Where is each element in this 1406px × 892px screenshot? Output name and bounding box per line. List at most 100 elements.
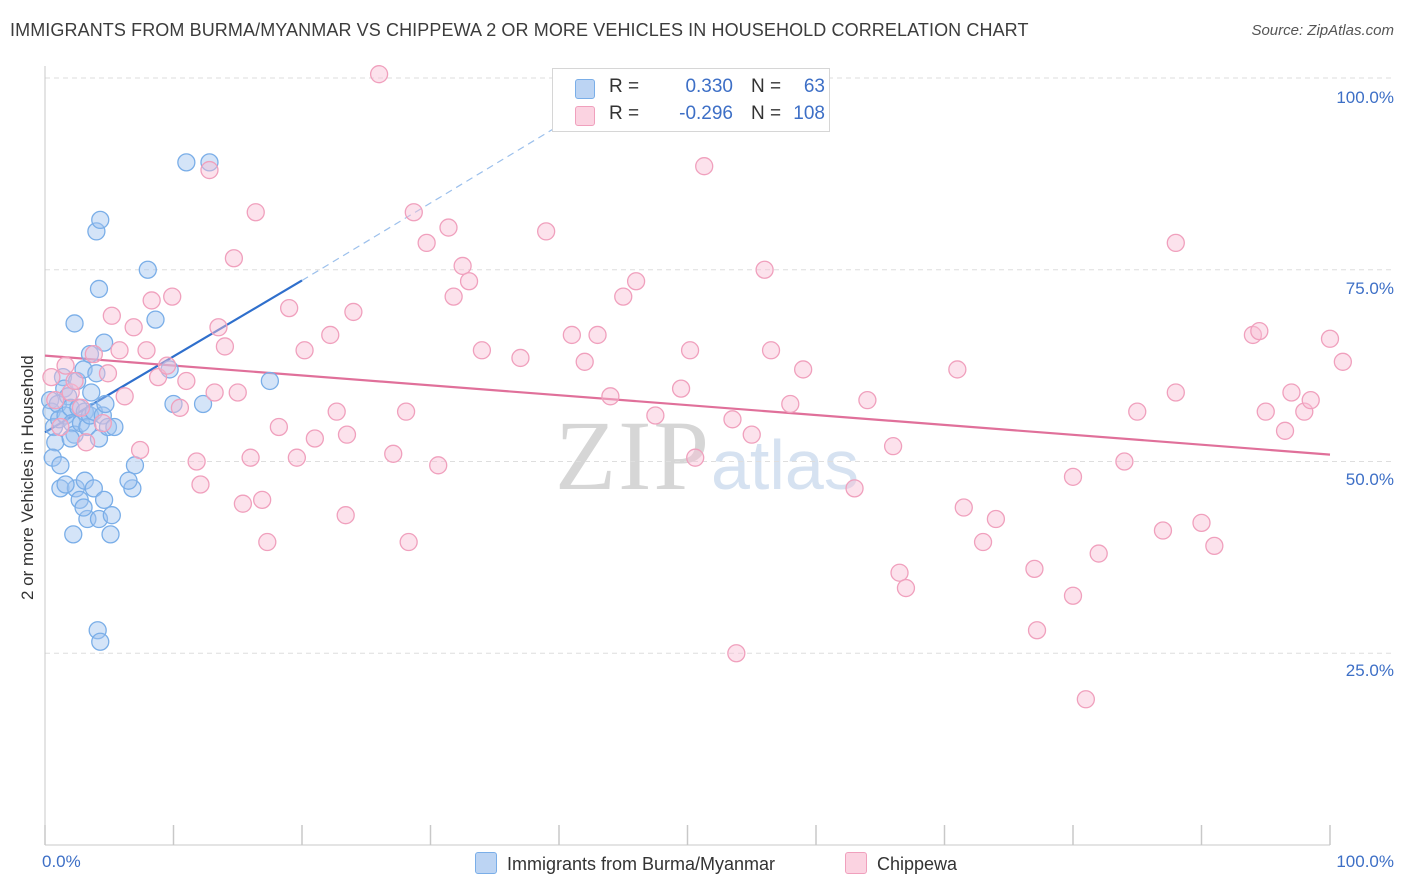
chippewa-data-point <box>61 383 80 402</box>
chippewa-data-point <box>1166 383 1185 402</box>
burma-data-point <box>91 632 110 651</box>
chippewa-data-point <box>695 157 714 176</box>
chippewa-data-point <box>84 344 103 364</box>
burma-data-point <box>61 398 80 417</box>
chippewa-data-point <box>42 367 61 387</box>
burma-data-point <box>87 222 106 241</box>
chippewa-data-point <box>417 233 436 253</box>
chippewa-data-point <box>269 417 289 437</box>
chippewa-data-point <box>396 402 416 421</box>
chippewa-data-point <box>337 425 357 444</box>
y-tick-label: 75.0% <box>1345 279 1394 298</box>
chippewa-data-point <box>56 356 75 375</box>
burma-data-point <box>88 621 107 640</box>
x-tick-label: 0.0% <box>42 852 81 871</box>
chippewa-data-point <box>680 341 700 360</box>
chippewa-data-point <box>215 337 235 356</box>
chippewa-data-point <box>191 475 210 494</box>
burma-data-point <box>193 394 213 414</box>
legend-item-burma: Immigrants from Burma/Myanmar <box>475 852 775 875</box>
burma-data-point <box>82 383 101 402</box>
burma-data-point <box>146 310 165 329</box>
chippewa-data-point <box>794 360 813 379</box>
chippewa-data-point <box>575 352 594 371</box>
source-label: Source: ZipAtlas.com <box>1251 22 1394 39</box>
chippewa-data-point <box>588 325 607 345</box>
chippewa-data-point <box>1115 452 1134 471</box>
chippewa-data-point <box>781 394 800 414</box>
chippewa-data-point <box>761 341 781 360</box>
y-tick-label: 50.0% <box>1345 470 1394 489</box>
chippewa-data-point <box>973 532 993 552</box>
burma-data-point <box>93 406 112 425</box>
burma-trend-extension <box>301 125 560 282</box>
chippewa-data-point <box>1333 352 1352 371</box>
chippewa-data-point <box>1027 621 1047 640</box>
chippewa-data-point <box>562 325 581 345</box>
chippewa-data-point <box>444 287 463 306</box>
burma-data-point <box>91 210 110 230</box>
chippewa-data-point <box>344 302 363 322</box>
chippewa-data-point <box>626 272 646 291</box>
chippewa-data-point <box>137 341 156 360</box>
chippewa-data-point <box>472 341 492 360</box>
chippewa-data-point <box>429 456 448 475</box>
chippewa-data-point <box>537 222 556 241</box>
chippewa-trend-line <box>44 354 1331 456</box>
chippewa-data-point <box>1320 329 1340 348</box>
chippewa-data-point <box>1275 421 1295 440</box>
chippewa-data-point <box>177 371 196 391</box>
pink-swatch-icon <box>575 106 595 126</box>
blue-swatch-icon <box>575 79 595 99</box>
chippewa-data-point <box>71 398 91 417</box>
chippewa-data-point <box>1250 321 1269 341</box>
chippewa-data-point <box>305 429 325 448</box>
chippewa-data-point <box>233 494 253 513</box>
chippewa-data-point <box>384 444 403 463</box>
chippewa-data-point <box>459 272 479 291</box>
burma-data-point <box>96 394 115 414</box>
chippewa-data-point <box>170 398 190 417</box>
chippewa-data-point <box>404 203 423 222</box>
chippewa-data-point <box>258 532 277 552</box>
watermark-atlas: atlas <box>711 426 859 504</box>
correlation-legend: R = 0.330 N = 63 R = -0.296 N = 108 <box>552 68 830 132</box>
chippewa-data-point <box>163 287 182 306</box>
legend-item-chippewa: Chippewa <box>845 852 957 875</box>
chippewa-data-point <box>115 387 134 406</box>
chippewa-data-point <box>614 287 633 306</box>
chippewa-data-point <box>279 298 299 318</box>
chippewa-data-point <box>1063 467 1083 486</box>
data-points <box>40 65 1352 709</box>
chippewa-data-point <box>102 306 121 325</box>
chippewa-data-point <box>241 448 260 467</box>
chippewa-data-point <box>1089 544 1108 563</box>
chippewa-data-point <box>883 437 903 456</box>
chippewa-data-point <box>845 479 864 498</box>
burma-data-point <box>56 475 75 494</box>
chippewa-data-point <box>327 402 346 421</box>
chippewa-data-point <box>1192 513 1211 533</box>
chippewa-data-point <box>200 160 219 180</box>
y-tick-label: 100.0% <box>1336 88 1394 107</box>
y-tick-label: 25.0% <box>1345 661 1394 680</box>
watermark-zip: ZIP <box>555 400 711 511</box>
pink-swatch-icon <box>845 852 867 874</box>
burma-data-point <box>43 448 62 467</box>
chippewa-data-point <box>954 498 973 517</box>
chippewa-data-point <box>742 425 761 444</box>
chippewa-data-point <box>755 260 774 279</box>
chippewa-data-point <box>399 532 418 552</box>
chippewa-data-point <box>287 448 307 467</box>
burma-data-point <box>64 525 83 544</box>
burma-data-point <box>119 471 138 490</box>
chippewa-data-point <box>321 325 340 345</box>
chippewa-data-point <box>76 433 96 452</box>
chippewa-data-point <box>124 318 143 337</box>
burma-data-point <box>94 333 114 352</box>
chippewa-data-point <box>1153 521 1173 540</box>
burma-data-point <box>84 479 103 498</box>
chippewa-data-point <box>46 390 65 410</box>
chippewa-data-point <box>453 256 472 276</box>
